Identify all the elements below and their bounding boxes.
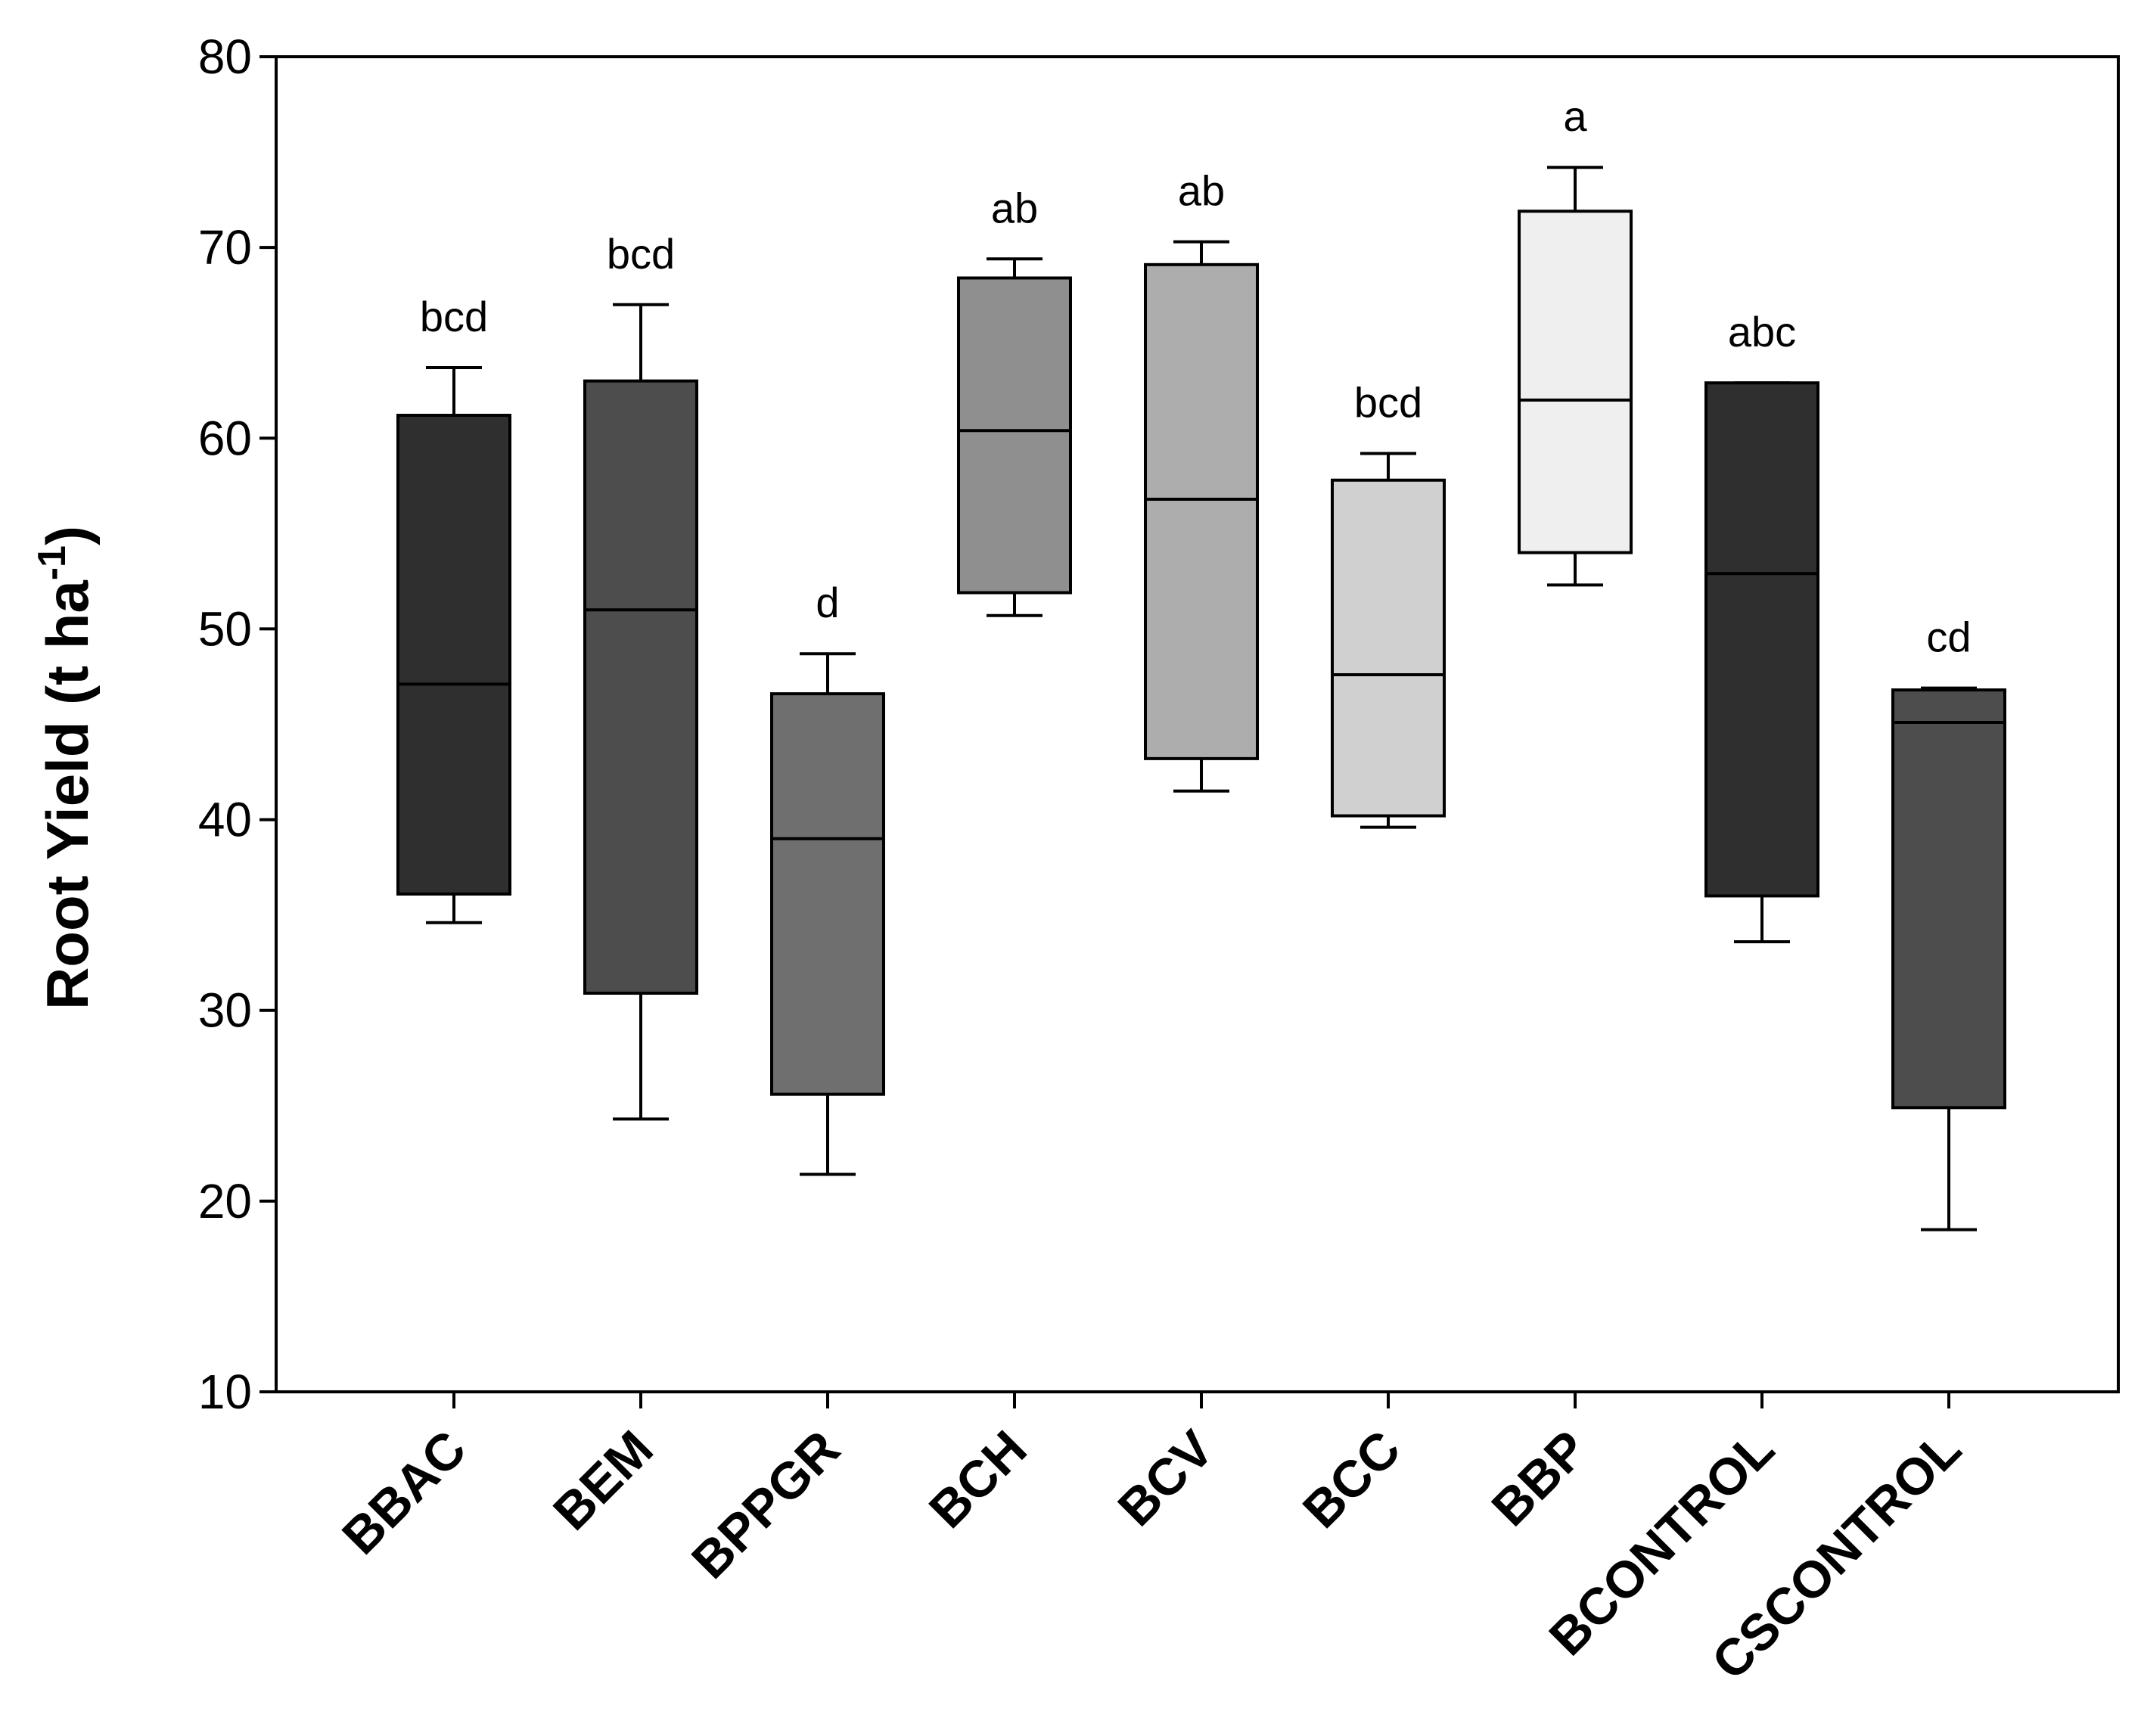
significance-label-bcc: bcd	[1354, 378, 1422, 426]
box-iqr	[772, 694, 884, 1095]
box-iqr	[1893, 690, 2005, 1107]
significance-label-bch: ab	[991, 184, 1038, 231]
y-tick-label-80: 80	[198, 30, 252, 84]
root-yield-box-chart: 1020304050607080bcdBBACbcdBEMdBPPGRabBCH…	[0, 0, 2141, 1736]
significance-label-bem: bcd	[607, 230, 675, 278]
y-axis-title-superscript: -1	[30, 545, 74, 580]
box-iqr	[1706, 383, 1818, 896]
significance-label-bcontrol: abc	[1728, 308, 1796, 356]
y-tick-label-30: 30	[198, 983, 252, 1038]
significance-label-bbac: bcd	[420, 293, 488, 340]
significance-label-bcv: ab	[1178, 167, 1225, 215]
y-tick-label-70: 70	[198, 220, 252, 275]
plot-background	[0, 0, 2141, 1736]
significance-label-bbp: a	[1563, 92, 1587, 140]
y-tick-label-50: 50	[198, 601, 252, 656]
box-group-bbac	[398, 368, 510, 923]
y-axis-title: Root Yield (t ha-1)	[30, 526, 101, 1010]
y-tick-label-10: 10	[198, 1365, 252, 1419]
y-tick-label-20: 20	[198, 1174, 252, 1228]
box-iqr	[398, 415, 510, 894]
box-group-bch	[959, 259, 1070, 616]
box-group-bbp	[1519, 167, 1631, 585]
significance-label-cscontrol: cd	[1926, 613, 1971, 661]
box-group-bcc	[1332, 453, 1444, 827]
box-iqr	[959, 278, 1070, 592]
y-axis-title-main: Root Yield (t ha	[34, 580, 101, 1010]
box-iqr	[585, 381, 697, 993]
box-iqr	[1519, 211, 1631, 552]
box-iqr	[1145, 265, 1257, 759]
y-axis-title-close: )	[34, 526, 101, 545]
y-tick-label-60: 60	[198, 411, 252, 465]
y-tick-label-40: 40	[198, 793, 252, 847]
box-group-bcv	[1145, 242, 1257, 791]
significance-label-bppgr: d	[816, 579, 839, 626]
box-iqr	[1332, 480, 1444, 816]
box-group-bcontrol	[1706, 383, 1818, 942]
